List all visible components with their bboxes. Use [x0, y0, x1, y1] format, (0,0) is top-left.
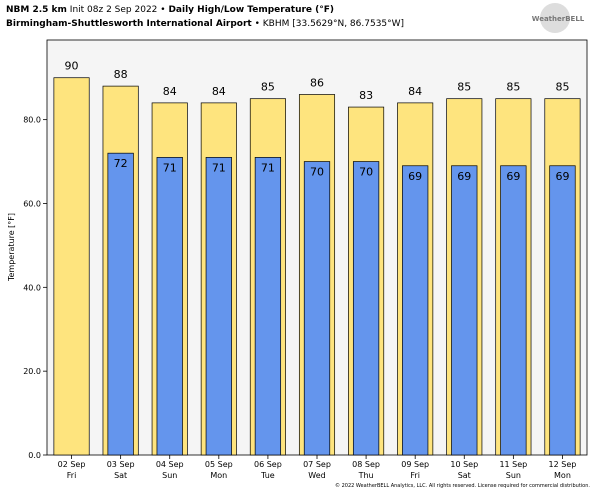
x-tick-weekday: Tue [260, 471, 275, 480]
copyright: © 2022 WeatherBELL Analytics, LLC. All r… [335, 482, 590, 489]
x-tick-label: 10 Sep [450, 460, 478, 469]
y-axis-label: Temperature [°F] [7, 213, 16, 282]
value-label: 88 [114, 68, 128, 81]
x-tick-label: 03 Sep [107, 460, 135, 469]
value-label: 69 [408, 170, 422, 183]
value-label: 72 [114, 157, 128, 170]
value-label: 69 [555, 170, 569, 183]
x-tick-weekday: Mon [554, 471, 571, 480]
x-tick-weekday: Fri [410, 471, 420, 480]
value-label: 71 [163, 161, 177, 174]
logo-circle [540, 3, 570, 33]
title-model: NBM 2.5 km [6, 5, 67, 15]
value-label: 84 [408, 85, 422, 98]
low-bar [352, 161, 380, 456]
x-tick-label: 11 Sep [499, 460, 527, 469]
value-label: 84 [212, 85, 226, 98]
high-bar [53, 77, 90, 456]
x-tick-label: 02 Sep [58, 460, 86, 469]
x-tick-weekday: Sat [114, 471, 127, 480]
x-tick-label: 08 Sep [352, 460, 380, 469]
subtitle-location: Birmingham-Shuttlesworth International A… [6, 19, 252, 29]
value-label: 70 [359, 166, 373, 179]
value-label: 70 [310, 166, 324, 179]
x-tick-label: 06 Sep [254, 460, 282, 469]
x-tick-weekday: Sat [458, 471, 471, 480]
x-tick-label: 07 Sep [303, 460, 331, 469]
title-main: Daily High/Low Temperature (°F) [168, 5, 334, 15]
x-tick-weekday: Sun [506, 471, 521, 480]
value-label: 83 [359, 89, 373, 102]
value-label: 71 [212, 161, 226, 174]
low-bar [107, 152, 134, 456]
value-label: 69 [457, 170, 471, 183]
value-label: 84 [163, 85, 177, 98]
x-tick-weekday: Mon [210, 471, 227, 480]
value-label: 69 [506, 170, 520, 183]
low-bar [254, 157, 282, 456]
low-bar [451, 165, 478, 456]
value-label: 71 [261, 161, 275, 174]
value-label: 85 [261, 81, 275, 94]
value-label: 85 [506, 81, 520, 94]
x-tick-weekday: Wed [308, 471, 325, 480]
value-label: 85 [457, 81, 471, 94]
y-tick-label: 20.0 [23, 367, 41, 376]
y-tick-label: 80.0 [23, 116, 41, 125]
value-label: 86 [310, 76, 324, 89]
x-tick-weekday: Thu [358, 471, 374, 480]
low-bar [549, 165, 576, 456]
y-tick-label: 40.0 [23, 283, 41, 292]
x-tick-weekday: Fri [67, 471, 77, 480]
x-tick-weekday: Sun [162, 471, 177, 480]
y-tick-label: 0.0 [28, 451, 41, 460]
title-init: Init 08z 2 Sep 2022 • [70, 5, 166, 15]
value-label: 85 [555, 81, 569, 94]
low-bar [156, 157, 183, 456]
low-bar [500, 165, 527, 456]
x-tick-label: 09 Sep [401, 460, 429, 469]
low-bar [205, 157, 232, 456]
x-tick-label: 05 Sep [205, 460, 233, 469]
subtitle-station: • KBHM [33.5629°N, 86.7535°W] [255, 19, 404, 29]
logo: WeatherBELL [532, 15, 585, 23]
x-tick-label: 12 Sep [549, 460, 577, 469]
low-bar [402, 165, 429, 456]
y-tick-label: 60.0 [23, 199, 41, 208]
low-bar [303, 161, 331, 456]
value-label: 90 [65, 60, 79, 73]
chart-subtitle: Birmingham-Shuttlesworth International A… [6, 19, 404, 29]
x-tick-label: 04 Sep [156, 460, 184, 469]
chart-title: NBM 2.5 km Init 08z 2 Sep 2022 • Daily H… [6, 5, 334, 15]
